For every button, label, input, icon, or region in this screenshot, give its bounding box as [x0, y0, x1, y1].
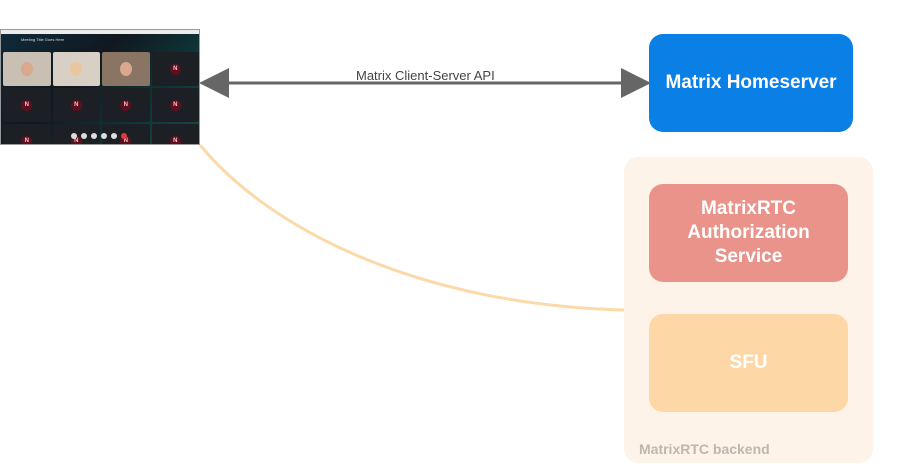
participant-tile: N: [151, 124, 199, 144]
client-to-sfu-connection: [198, 144, 625, 312]
api-label: Matrix Client-Server API: [356, 68, 495, 83]
homeserver-label: Matrix Homeserver: [665, 72, 837, 93]
participant-tile: N: [3, 88, 51, 122]
backend-label: MatrixRTC backend: [639, 441, 770, 457]
sfu: SFU: [649, 314, 848, 412]
participant-tile: N: [151, 52, 199, 86]
participant-tile: N: [151, 88, 199, 122]
browser-bar: [1, 30, 199, 34]
participant-tile: N: [52, 88, 100, 122]
video-grid: N N N N N N N N N: [3, 52, 199, 144]
matrixrtc-authorization-service: MatrixRTC Authorization Service: [649, 184, 848, 282]
participant-tile: N: [102, 88, 150, 122]
matrix-homeserver: Matrix Homeserver: [649, 34, 853, 132]
participant-tile: [3, 52, 51, 86]
participant-tile: [52, 52, 100, 86]
client-screenshot: Meeting Title Goes Here N N N N N N N N …: [0, 29, 200, 145]
window-title: Meeting Title Goes Here: [21, 37, 65, 42]
participant-tile: [102, 52, 150, 86]
auth-service-label: MatrixRTC Authorization Service: [687, 198, 810, 267]
sfu-label: SFU: [729, 352, 768, 373]
participant-tile: N: [3, 124, 51, 144]
call-controls: [71, 133, 127, 139]
